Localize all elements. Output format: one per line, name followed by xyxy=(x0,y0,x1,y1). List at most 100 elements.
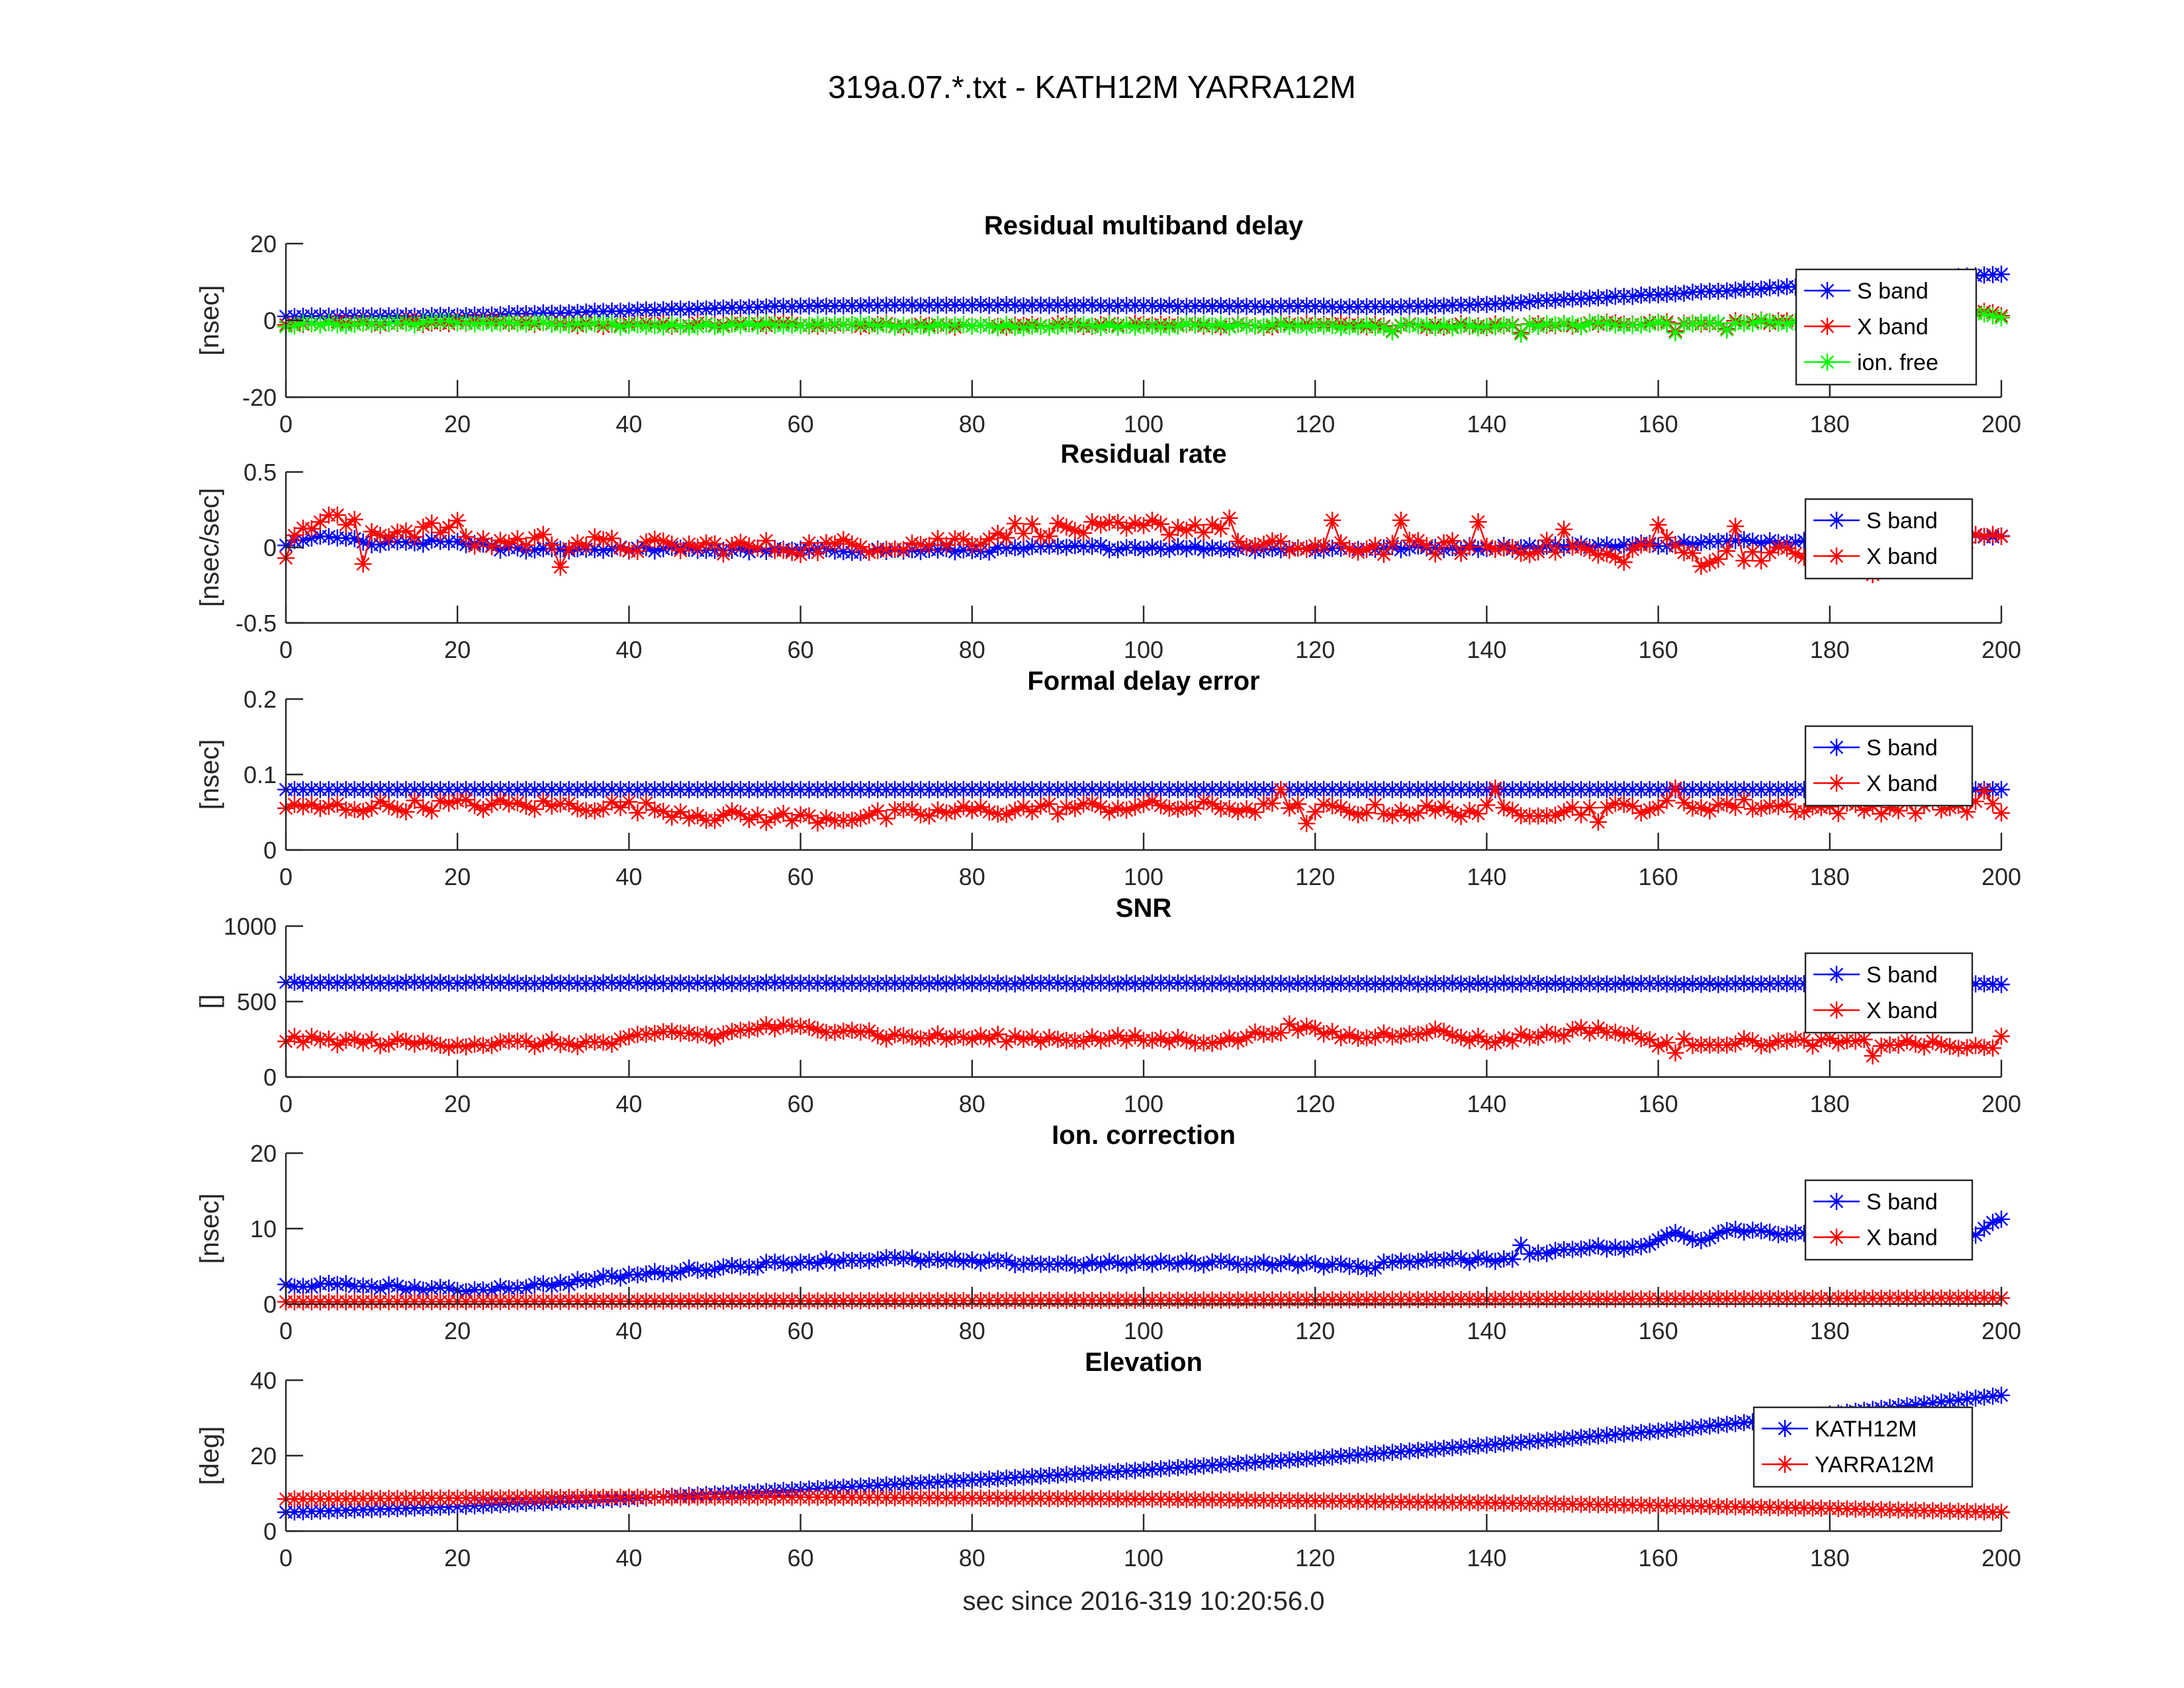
data-point xyxy=(1907,804,1925,822)
data-point xyxy=(1298,815,1316,833)
data-point xyxy=(1289,795,1307,813)
legend-item[interactable]: X band xyxy=(1813,998,1938,1023)
legend-item[interactable]: S band xyxy=(1813,735,1938,761)
data-point xyxy=(432,524,449,541)
data-point xyxy=(1160,297,1178,314)
legend-item[interactable]: S band xyxy=(1813,962,1938,988)
legend-item[interactable]: S band xyxy=(1813,1190,1938,1215)
data-point xyxy=(1486,779,1504,797)
data-point xyxy=(1443,532,1461,549)
legend-label: X band xyxy=(1866,998,1938,1023)
data-point xyxy=(1461,538,1479,556)
x-tick-label: 80 xyxy=(959,1090,985,1117)
data-point xyxy=(1606,975,1624,993)
data-point xyxy=(603,793,621,811)
x-tick-label: 100 xyxy=(1124,636,1163,663)
x-tick-label: 200 xyxy=(1981,410,2021,438)
x-tick-label: 120 xyxy=(1295,1090,1335,1117)
data-point xyxy=(878,316,895,334)
data-point xyxy=(449,792,467,810)
data-point xyxy=(1666,537,1684,555)
data-point xyxy=(1993,780,2010,798)
x-tick-label: 120 xyxy=(1295,1317,1335,1344)
legend[interactable]: S band X band ion. free xyxy=(1795,268,1978,386)
data-point xyxy=(1504,801,1522,819)
data-point xyxy=(517,315,535,333)
x-tick-label: 100 xyxy=(1124,863,1163,890)
plot-area xyxy=(277,1386,2010,1521)
x-tick-label: 40 xyxy=(615,1090,642,1117)
legend[interactable]: S band X band xyxy=(1804,498,1974,580)
subplot-6: Elevation [deg] 0 20 40 60 80 100 120 140 160 180 20… xyxy=(195,1348,2021,1571)
data-point xyxy=(1504,1250,1522,1268)
data-point xyxy=(1606,538,1624,556)
x-tick-label: 100 xyxy=(1124,1090,1163,1117)
data-point xyxy=(860,543,878,561)
data-point xyxy=(1195,315,1212,333)
legend-item[interactable]: X band xyxy=(1813,1225,1938,1250)
data-point xyxy=(603,1267,621,1285)
data-point xyxy=(937,1030,955,1048)
x-tick-label: 40 xyxy=(615,636,642,663)
legend-item[interactable]: X band xyxy=(1804,314,1929,340)
data-point xyxy=(1976,1388,1993,1406)
data-point xyxy=(1529,318,1547,336)
legend[interactable]: KATH12M YARRA12M xyxy=(1752,1406,1974,1488)
data-point xyxy=(1684,1231,1702,1248)
legend-item[interactable]: KATH12M xyxy=(1762,1417,1917,1442)
data-point xyxy=(698,534,715,552)
data-point xyxy=(492,314,509,332)
data-point xyxy=(569,1271,586,1289)
data-point xyxy=(1255,1253,1273,1271)
data-point xyxy=(1993,976,2010,994)
data-point xyxy=(1135,975,1152,993)
legend-item[interactable]: ion. free xyxy=(1804,350,1938,375)
data-point xyxy=(637,533,655,551)
x-tick-label: 60 xyxy=(788,1544,814,1571)
legend-item[interactable]: X band xyxy=(1813,771,1938,796)
data-point xyxy=(1366,1259,1384,1277)
x-tick-label: 160 xyxy=(1639,1544,1678,1571)
x-tick-label: 160 xyxy=(1639,1317,1678,1344)
plot-area xyxy=(277,973,2010,1065)
data-point xyxy=(1289,539,1307,557)
data-point xyxy=(1778,1225,1796,1243)
data-point xyxy=(1778,315,1796,333)
data-point xyxy=(1993,1210,2010,1228)
data-point xyxy=(655,532,672,550)
legend-item[interactable]: S band xyxy=(1813,508,1938,534)
legend-item[interactable]: X band xyxy=(1813,544,1938,569)
data-point xyxy=(1846,1032,1864,1050)
legend[interactable]: S band X band xyxy=(1804,725,1974,807)
x-tick-label: 80 xyxy=(959,410,985,438)
legend-box xyxy=(1804,498,1974,580)
legend-item[interactable]: S band xyxy=(1804,279,1929,304)
x-tick-label: 40 xyxy=(615,410,642,438)
x-tick-label: 20 xyxy=(444,410,471,438)
data-point xyxy=(380,528,398,545)
data-point xyxy=(1298,1253,1316,1271)
x-tick-label: 180 xyxy=(1810,863,1850,890)
x-tick-label: 0 xyxy=(279,636,293,663)
legend[interactable]: S band X band xyxy=(1804,1179,1974,1261)
data-point xyxy=(1169,1255,1187,1273)
data-point xyxy=(1486,540,1504,558)
data-point xyxy=(714,974,732,992)
data-point xyxy=(929,315,946,333)
data-point xyxy=(843,812,861,829)
asterisk-marker-icon xyxy=(1776,1420,1794,1437)
data-point xyxy=(1152,515,1169,533)
data-point xyxy=(706,535,723,553)
data-point xyxy=(1023,515,1041,533)
legend[interactable]: S band X band xyxy=(1804,952,1974,1034)
data-point xyxy=(1521,1245,1539,1263)
data-point xyxy=(1580,1024,1598,1042)
data-point xyxy=(475,314,492,332)
data-point xyxy=(1718,1036,1736,1054)
data-point xyxy=(1143,792,1161,810)
data-point xyxy=(440,518,458,536)
data-point xyxy=(792,806,809,823)
data-point xyxy=(560,1276,578,1293)
legend-item[interactable]: YARRA12M xyxy=(1762,1452,1934,1477)
